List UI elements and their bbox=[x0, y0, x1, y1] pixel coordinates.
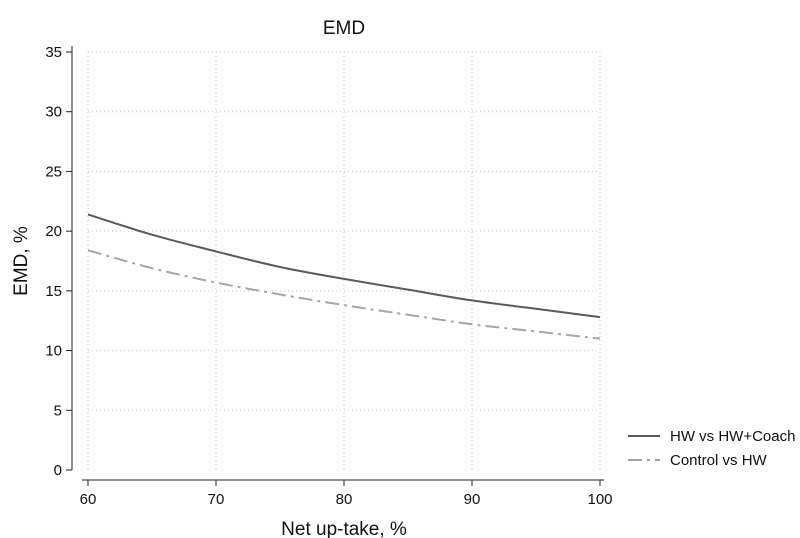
tick-labels: 0 5 10 15 20 25 30 35 60 70 80 90 100 bbox=[45, 44, 612, 508]
legend: HW vs HW+Coach Control vs HW bbox=[628, 428, 795, 469]
chart-title: EMD bbox=[323, 18, 365, 39]
axes bbox=[66, 46, 604, 486]
x-tick-label: 60 bbox=[80, 491, 97, 508]
legend-label-control-vs-hw: Control vs HW bbox=[670, 452, 768, 469]
y-tick-label: 10 bbox=[45, 343, 62, 360]
y-tick-label: 35 bbox=[45, 44, 62, 61]
x-axis-title: Net up-take, % bbox=[281, 519, 407, 538]
series-line-control-vs-hw bbox=[87, 249, 601, 340]
grid-lines bbox=[87, 51, 601, 470]
y-axis-title: EMD, % bbox=[11, 226, 32, 296]
y-tick-label: 15 bbox=[45, 283, 62, 300]
x-tick-label: 70 bbox=[208, 491, 225, 508]
x-tick-label: 80 bbox=[336, 491, 353, 508]
y-tick-label: 20 bbox=[45, 223, 62, 240]
series-lines bbox=[87, 213, 601, 340]
y-tick-label: 25 bbox=[45, 163, 62, 180]
x-tick-label: 90 bbox=[464, 491, 481, 508]
x-tick-label: 100 bbox=[587, 491, 612, 508]
legend-label-hw-vs-hw-coach: HW vs HW+Coach bbox=[670, 428, 795, 445]
y-tick-label: 30 bbox=[45, 104, 62, 121]
y-tick-label: 5 bbox=[54, 402, 62, 419]
series-line-hw-vs-hw-coach bbox=[87, 213, 601, 319]
y-tick-label: 0 bbox=[54, 462, 62, 479]
